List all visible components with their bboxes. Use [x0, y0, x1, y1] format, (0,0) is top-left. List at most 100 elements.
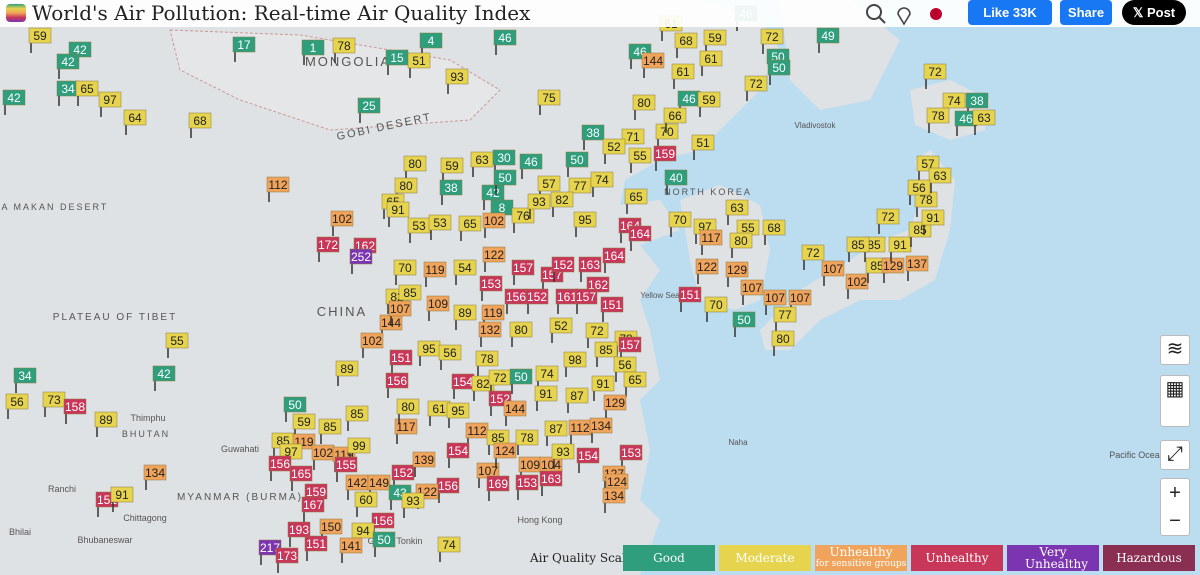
aqi-marker: 77 — [773, 306, 797, 332]
marker-value: 78 — [931, 109, 945, 123]
marker-value: 50 — [377, 533, 391, 547]
aqi-marker: 70 — [668, 211, 692, 237]
aqi-marker: 107 — [763, 289, 787, 315]
marker-value: 63 — [933, 169, 947, 183]
aqi-marker: 158 — [63, 398, 87, 424]
marker-value: 151 — [306, 537, 326, 551]
marker-box — [671, 63, 695, 80]
marker-value: 72 — [590, 324, 604, 338]
marker-value: 102 — [313, 446, 333, 460]
marker-value: 61 — [704, 52, 718, 66]
marker-box — [655, 123, 679, 140]
place-label: MONGOLIA — [305, 54, 391, 69]
marker-value: 117 — [396, 420, 415, 434]
layers-button[interactable]: ≋ — [1160, 335, 1190, 365]
like-button[interactable]: Like 33K — [968, 0, 1052, 25]
aqi-marker: 164 — [602, 247, 626, 273]
marker-box — [367, 474, 391, 491]
marker-value: 80 — [514, 323, 528, 337]
marker-box — [475, 350, 499, 367]
marker-value: 163 — [580, 258, 600, 272]
marker-box — [486, 475, 510, 492]
marker-box — [426, 295, 450, 312]
marker-box — [385, 372, 409, 389]
marker-box — [188, 112, 212, 129]
aqi-marker: 80 — [509, 321, 533, 347]
marker-value: 53 — [433, 216, 447, 230]
marker-box — [972, 109, 996, 126]
marker-value: 134 — [604, 489, 624, 503]
marker-box — [393, 259, 417, 276]
marker-box — [292, 413, 316, 430]
fullscreen-button[interactable]: ⤢ — [1160, 440, 1190, 470]
marker-value: 85 — [867, 238, 881, 252]
marker-value: 152 — [393, 466, 413, 480]
marker-box — [479, 275, 503, 292]
place-label: PLATEAU OF TIBET — [53, 312, 177, 323]
marker-box — [916, 155, 940, 172]
aqi-marker: 57 — [916, 155, 940, 181]
aqi-marker: 137 — [905, 255, 929, 281]
marker-box — [549, 317, 573, 334]
marker-value: 55 — [633, 149, 647, 163]
aqi-marker: 112 — [266, 176, 290, 202]
marker-box — [544, 420, 568, 437]
marker-value: 72 — [765, 30, 779, 44]
place-label: BHUTAN — [122, 429, 170, 439]
marker-box — [624, 188, 648, 205]
post-button[interactable]: 𝕏 Post — [1122, 0, 1186, 25]
marker-value: 61 — [676, 65, 690, 79]
aqi-marker: 72 — [744, 75, 768, 101]
map-mode-button[interactable]: ▦ — [1160, 375, 1190, 427]
flag[interactable] — [926, 6, 946, 22]
aqi-marker: 50 — [767, 59, 791, 85]
aqi-marker: 152 — [551, 256, 575, 282]
aqi-marker: 80 — [771, 330, 795, 356]
marker-value: 56 — [10, 395, 24, 409]
share-button[interactable]: Share — [1060, 0, 1112, 25]
aqi-marker: 165 — [289, 465, 313, 491]
marker-value: 165 — [291, 467, 311, 481]
marker-value: 46 — [498, 31, 512, 45]
aqi-marker: 153 — [515, 474, 539, 500]
marker-value: 93 — [532, 195, 546, 209]
aqi-marker: 156 — [385, 372, 409, 398]
aqi-marker: 150 — [319, 518, 343, 544]
zoom-control[interactable]: + − — [1160, 478, 1190, 536]
marker-value: 107 — [790, 291, 810, 305]
marker-box — [123, 109, 147, 126]
aqi-marker: 119 — [423, 261, 447, 287]
marker-box — [725, 199, 749, 216]
place-label: Vladivostok — [795, 121, 837, 130]
legend-label: Unhealthy — [925, 551, 989, 565]
marker-value: 102 — [332, 212, 352, 226]
marker-box — [515, 474, 539, 491]
marker-value: 56 — [443, 346, 457, 360]
aqi-marker: 63 — [928, 167, 952, 193]
marker-box — [401, 492, 425, 509]
marker-box — [503, 400, 527, 417]
aqi-marker: 61 — [427, 400, 451, 426]
marker-value: 65 — [628, 373, 642, 387]
aqi-marker: 159 — [304, 483, 328, 509]
marker-box — [678, 286, 702, 303]
aqi-marker: 54 — [453, 259, 477, 285]
aqi-marker: 56 — [613, 356, 637, 382]
marker-box — [232, 36, 256, 53]
marker-box — [110, 486, 134, 503]
aqi-marker: 91 — [386, 201, 410, 227]
marker-value: 153 — [517, 476, 537, 490]
marker-value: 161 — [557, 290, 577, 304]
aqi-marker: 109 — [518, 456, 542, 482]
search-icons[interactable] — [864, 2, 924, 26]
marker-value: 42 — [486, 186, 500, 200]
marker-box — [732, 311, 756, 328]
marker-value: 107 — [823, 262, 843, 276]
marker-value: 91 — [391, 203, 405, 217]
aqi-marker: 78 — [914, 191, 938, 217]
marker-box — [602, 487, 626, 504]
aqi-marker: 155 — [334, 456, 358, 482]
marker-box — [602, 138, 626, 155]
marker-value: 122 — [697, 260, 717, 274]
